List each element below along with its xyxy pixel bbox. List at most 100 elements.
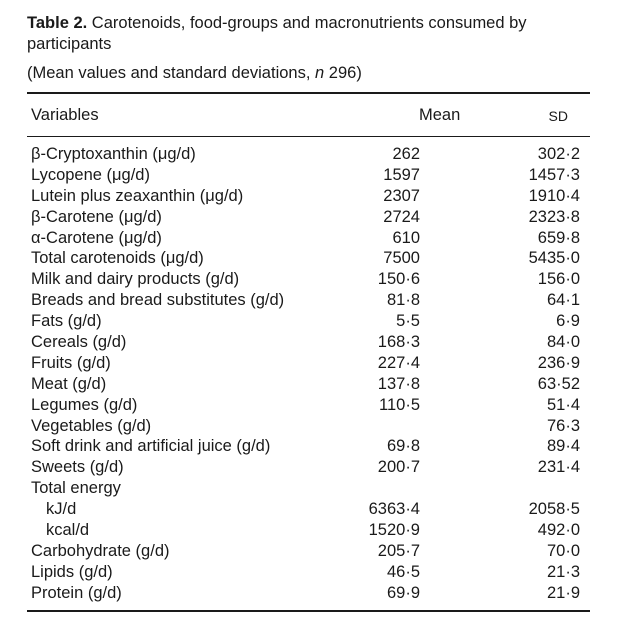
row-label: Sweets (g/d) (31, 458, 124, 477)
row-sd: 21·9 (546, 583, 580, 602)
row-label: Cereals (g/d) (31, 333, 127, 352)
row-label: Meat (g/d) (31, 374, 107, 393)
row-mean: 110·5 (379, 395, 420, 414)
subcaption-suffix: 296) (324, 64, 362, 82)
row-label: Total carotenoids (μg/d) (31, 249, 204, 268)
row-label: Milk and dairy products (g/d) (31, 270, 240, 289)
row-label: β-Carotene (μg/d) (31, 207, 162, 226)
row-label: Protein (g/d) (31, 583, 122, 602)
row-label: Legumes (g/d) (31, 395, 138, 414)
row-sd: 492·0 (537, 521, 580, 540)
table-row: kcal/d 1520·9 492·0 (27, 520, 590, 541)
table-row: Total energy (27, 478, 590, 499)
bottom-rule (27, 610, 590, 612)
row-sd: 70·0 (546, 541, 580, 560)
row-sd: 156·0 (537, 270, 580, 289)
table-row: Fruits (g/d) 227·4 236·9 (27, 353, 590, 374)
row-label: Lipids (g/d) (31, 562, 113, 581)
table-row: β-Carotene (μg/d) 2724 2323·8 (27, 207, 590, 228)
row-label: Lycopene (μg/d) (31, 165, 150, 184)
row-label: Fats (g/d) (31, 312, 102, 331)
row-sd: 63·52 (537, 374, 580, 393)
row-label: kcal/d (46, 521, 90, 540)
table-row: Carbohydrate (g/d) 205·7 70·0 (27, 541, 590, 562)
row-sd: 76·3 (546, 416, 580, 435)
row-label: Fruits (g/d) (31, 353, 111, 372)
row-label: Breads and bread substitutes (g/d) (31, 291, 285, 310)
row-sd: 1910·4 (528, 186, 580, 205)
table-subcaption: (Mean values and standard deviations, n … (27, 63, 362, 84)
table-row: Breads and bread substitutes (g/d) 81·8 64… (27, 290, 590, 311)
table-row: Protein (g/d) 69·9 21·9 (27, 583, 590, 604)
table-row: Total carotenoids (μg/d) 7500 5435·0 (27, 248, 590, 269)
row-mean: 227·4 (377, 353, 420, 372)
row-label: β-Cryptoxanthin (μg/d) (31, 145, 196, 163)
row-sd: 302·2 (537, 145, 580, 163)
table-row: Milk and dairy products (g/d) 150·6 156·0 (27, 269, 590, 290)
subcaption-n-symbol: n (315, 64, 325, 82)
table-row: Lutein plus zeaxanthin (μg/d) 2307 1910·4 (27, 186, 590, 207)
row-mean: 200·7 (377, 458, 420, 477)
row-label: kJ/d (46, 500, 77, 519)
row-mean: 168·3 (377, 333, 420, 352)
row-sd: 64·1 (546, 291, 580, 310)
header-rule (27, 136, 590, 137)
row-label: α-Carotene (μg/d) (31, 228, 162, 247)
row-label: Total energy (31, 479, 121, 498)
table-caption: Table 2. Carotenoids, food-groups and ma… (27, 13, 597, 55)
table-row: Sweets (g/d) 200·7 231·4 (27, 457, 590, 478)
header-mean: Mean (419, 106, 461, 124)
row-sd: 84·0 (546, 333, 580, 352)
row-mean: 69·9 (386, 583, 420, 602)
row-mean: 2724 (383, 207, 420, 226)
row-sd: 5435·0 (528, 249, 580, 268)
row-mean: 262 (392, 145, 420, 163)
row-sd: 236·9 (537, 353, 580, 372)
row-mean: 137·8 (377, 374, 420, 393)
row-mean: 1520·9 (368, 521, 420, 540)
row-sd: 231·4 (537, 458, 580, 477)
row-mean: 46·5 (386, 562, 420, 581)
row-mean: 7500 (383, 249, 420, 268)
row-label: Lutein plus zeaxanthin (μg/d) (31, 186, 244, 205)
table-header: Variables Mean SD (27, 106, 590, 128)
table-row: Legumes (g/d) 110·5 51·4 (27, 395, 590, 416)
row-mean: 610 (392, 228, 420, 247)
row-sd: 2058·5 (528, 500, 580, 519)
row-sd: 21·3 (546, 562, 580, 581)
table-row: Vegetables (g/d) 76·3 (27, 416, 590, 437)
table-row: α-Carotene (μg/d) 610 659·8 (27, 228, 590, 249)
header-sd: SD (548, 108, 568, 124)
table-row: Lipids (g/d) 46·5 21·3 (27, 562, 590, 583)
table-row: β-Cryptoxanthin (μg/d) 262 302·2 (27, 144, 590, 165)
row-sd: 1457·3 (528, 165, 580, 184)
row-sd: 6·9 (556, 312, 580, 331)
row-mean: 1597 (383, 165, 420, 184)
row-mean: 2307 (383, 186, 420, 205)
row-mean: 6363·4 (368, 500, 420, 519)
row-label: Carbohydrate (g/d) (31, 541, 170, 560)
table-row: Cereals (g/d) 168·3 84·0 (27, 332, 590, 353)
table-row: Lycopene (μg/d) 1597 1457·3 (27, 165, 590, 186)
table-body: β-Cryptoxanthin (μg/d) 262 302·2 Lycopene (… (27, 144, 590, 604)
top-rule (27, 92, 590, 94)
row-sd: 89·4 (546, 437, 580, 456)
row-sd: 2323·8 (528, 207, 580, 226)
table-title: Carotenoids, food-groups and macronutrie… (27, 14, 527, 53)
row-mean: 69·8 (386, 437, 420, 456)
subcaption-prefix: (Mean values and standard deviations, (27, 64, 316, 82)
table-row: kJ/d 6363·4 2058·5 (27, 499, 590, 520)
row-label: Soft drink and artificial juice (g/d) (31, 437, 271, 456)
row-sd: 659·8 (537, 228, 580, 247)
table-row: Meat (g/d) 137·8 63·52 (27, 374, 590, 395)
row-sd: 51·4 (546, 395, 580, 414)
row-label: Vegetables (g/d) (31, 416, 152, 435)
table-row: Fats (g/d) 5·5 6·9 (27, 311, 590, 332)
table-label: Table 2. (27, 14, 88, 32)
row-mean: 205·7 (377, 541, 420, 560)
row-mean: 150·6 (377, 270, 420, 289)
table-row: Soft drink and artificial juice (g/d) 69·… (27, 436, 590, 457)
row-mean: 81·8 (386, 291, 420, 310)
header-variables: Variables (31, 106, 99, 124)
row-mean: 5·5 (396, 312, 420, 331)
